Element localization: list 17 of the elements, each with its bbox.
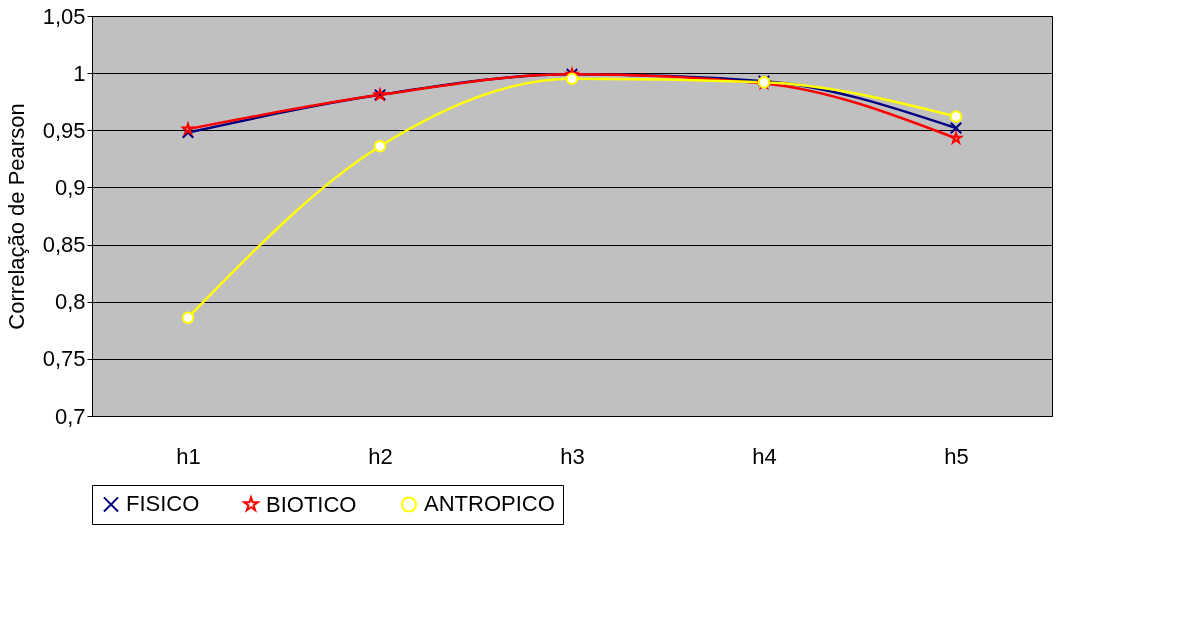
x-tick-label: h1	[176, 443, 201, 469]
legend-label: ANTROPICO	[424, 491, 555, 517]
x-tick-label: h2	[368, 443, 393, 469]
legend-label: BIOTICO	[266, 491, 357, 517]
y-axis-title: Correlação de Pearson	[3, 103, 29, 330]
y-tick-label: 0,95	[42, 117, 86, 143]
x-tick-label: h3	[560, 443, 585, 469]
y-tick-label: 0,85	[42, 232, 86, 258]
y-tick-label: 0,7	[54, 403, 86, 429]
y-tick-label: 0,9	[54, 174, 86, 200]
y-tick-label: 1,05	[42, 3, 86, 29]
x-tick-label: h5	[944, 443, 969, 469]
legend-label: FISICO	[126, 491, 200, 517]
y-tick-label: 0,8	[54, 289, 86, 315]
x-tick-label: h4	[752, 443, 777, 469]
y-tick-label: 0,75	[42, 346, 86, 372]
y-tick-label: 1	[73, 60, 86, 86]
